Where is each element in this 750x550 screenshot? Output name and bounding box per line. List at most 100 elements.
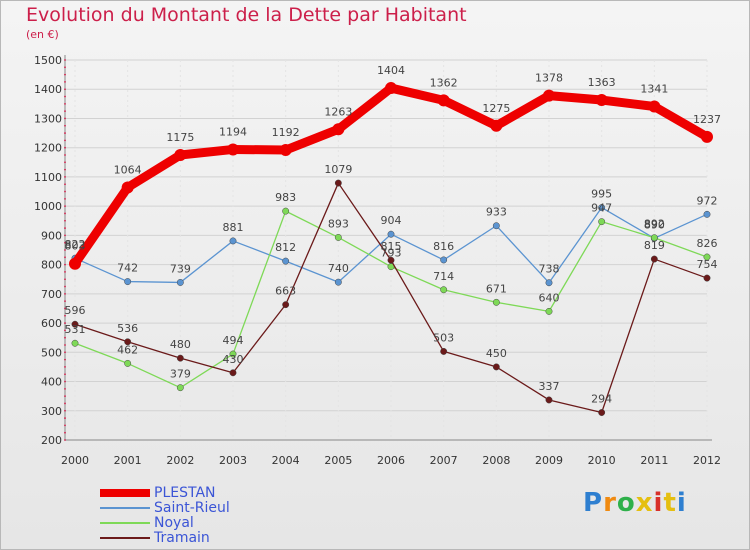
y-minor-tick [64, 88, 66, 91]
data-point [703, 210, 711, 218]
y-minor-tick [64, 373, 66, 376]
y-minor-tick [64, 59, 66, 61]
y-tick-label: 800 [41, 259, 62, 272]
data-point [227, 143, 239, 156]
data-point [334, 278, 342, 286]
legend-label: Saint-Rieul [154, 500, 230, 516]
data-point [229, 369, 237, 377]
data-point [648, 100, 661, 113]
legend-swatch [100, 537, 150, 539]
data-point [440, 286, 448, 294]
data-label: 826 [697, 237, 718, 250]
data-label: 812 [275, 241, 296, 254]
data-point [545, 396, 553, 404]
data-label: 671 [486, 282, 507, 295]
data-label: 1275 [482, 102, 510, 115]
data-point [492, 222, 500, 230]
data-label: 933 [486, 206, 507, 219]
y-minor-tick [64, 271, 66, 273]
y-minor-tick [64, 190, 66, 193]
data-point [440, 256, 448, 264]
data-label: 904 [381, 214, 402, 227]
logo-letter: i [653, 488, 664, 518]
y-minor-tick [64, 263, 66, 266]
data-point [334, 179, 342, 187]
data-label: 972 [697, 194, 718, 207]
x-tick-label: 2003 [219, 454, 247, 467]
data-point [598, 218, 606, 226]
data-label: 803 [65, 240, 86, 253]
y-minor-tick [64, 314, 66, 317]
data-label: 1341 [640, 82, 668, 95]
data-point [176, 354, 184, 362]
y-minor-tick [64, 102, 66, 105]
y-minor-tick [64, 322, 66, 324]
data-label: 754 [697, 258, 718, 271]
y-minor-tick [64, 329, 66, 332]
y-minor-tick [64, 387, 66, 390]
data-point [282, 301, 290, 309]
data-label: 1263 [324, 105, 352, 118]
y-minor-tick [64, 110, 66, 113]
data-label: 503 [433, 331, 454, 344]
y-minor-tick [64, 307, 66, 310]
data-label: 596 [65, 304, 86, 317]
data-label: 1404 [377, 64, 405, 77]
data-label: 890 [644, 218, 665, 231]
data-label: 881 [223, 221, 244, 234]
proxiti-logo: Proxiti [583, 488, 687, 518]
data-point [492, 363, 500, 371]
y-minor-tick [64, 117, 66, 120]
y-minor-tick [64, 168, 66, 171]
x-tick-label: 2005 [324, 454, 352, 467]
y-tick-label: 700 [41, 288, 62, 301]
y-minor-tick [64, 227, 66, 229]
y-minor-tick [64, 380, 66, 383]
data-label: 740 [328, 262, 349, 275]
data-label: 430 [223, 353, 244, 366]
data-label: 714 [433, 270, 454, 283]
legend-swatch [100, 507, 150, 509]
y-minor-tick [64, 358, 66, 361]
y-minor-tick [64, 73, 66, 76]
data-point [492, 298, 500, 306]
data-point [69, 257, 81, 270]
data-label: 1194 [219, 125, 247, 138]
data-label: 742 [117, 262, 138, 275]
data-point [703, 253, 711, 261]
data-label: 536 [117, 322, 138, 335]
x-tick-label: 2011 [640, 454, 668, 467]
legend-swatch [100, 522, 150, 524]
y-minor-tick [64, 234, 66, 237]
data-label: 819 [644, 239, 665, 252]
y-minor-tick [64, 424, 66, 427]
data-point [440, 347, 448, 355]
y-minor-tick [64, 249, 66, 251]
y-minor-tick [64, 154, 66, 156]
chart-unit-label: (en €) [26, 28, 59, 41]
y-minor-tick [64, 402, 66, 405]
data-label: 337 [539, 380, 560, 393]
y-minor-tick [64, 81, 66, 83]
logo-letter: P [583, 488, 604, 518]
data-point [650, 234, 658, 242]
data-point [387, 230, 395, 238]
data-label: 983 [275, 191, 296, 204]
x-tick-label: 2007 [430, 454, 458, 467]
data-label: 294 [591, 393, 612, 406]
y-tick-label: 1200 [34, 142, 62, 155]
legend-label: PLESTAN [154, 485, 216, 501]
data-label: 1079 [324, 163, 352, 176]
y-minor-tick [64, 417, 66, 419]
y-minor-tick [64, 300, 66, 303]
y-minor-tick [64, 409, 66, 412]
data-point [543, 89, 555, 102]
data-label: 379 [170, 368, 191, 381]
y-minor-tick [64, 205, 66, 208]
data-point [437, 94, 450, 107]
data-point [387, 256, 395, 264]
y-tick-label: 1500 [34, 54, 62, 67]
y-tick-label: 900 [41, 229, 62, 242]
data-point [545, 279, 553, 287]
data-label: 1192 [272, 126, 300, 139]
